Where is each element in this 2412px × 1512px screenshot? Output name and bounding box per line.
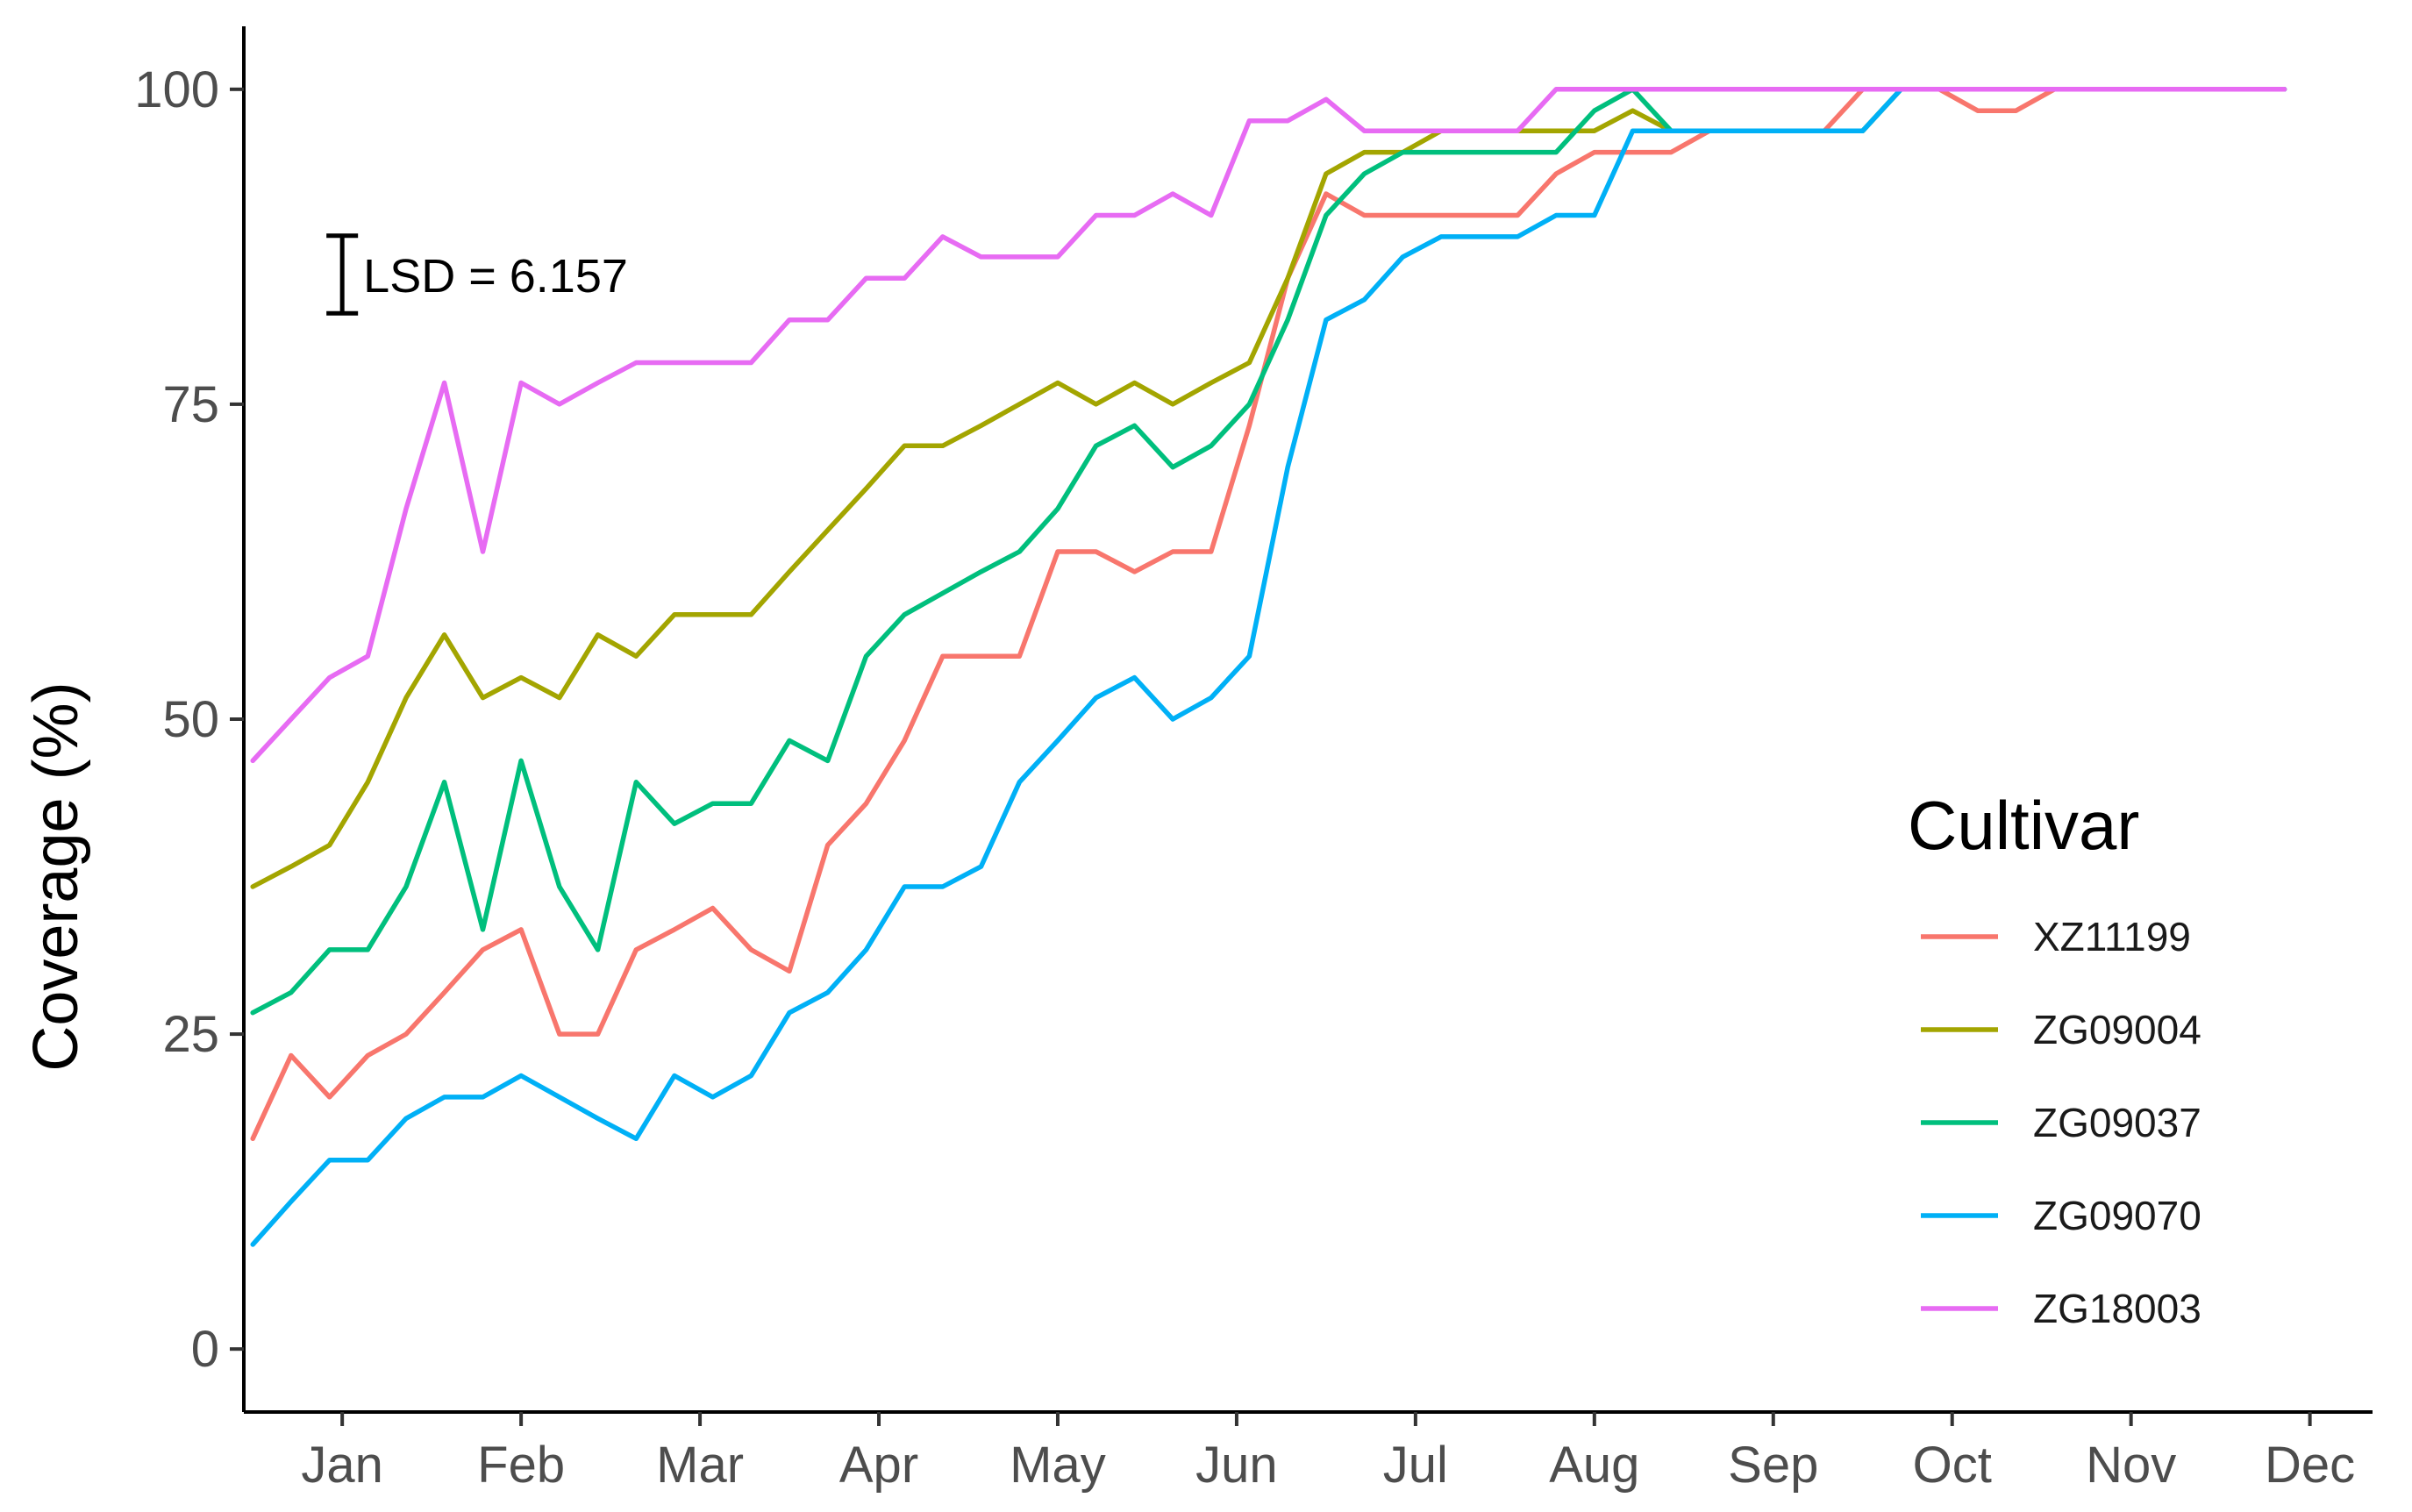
x-tick-label: Jul (1383, 1437, 1448, 1494)
y-tick-label: 50 (162, 691, 219, 748)
y-tick-label: 0 (191, 1321, 219, 1378)
series-lines (250, 87, 2287, 1247)
x-tick-label: Apr (839, 1437, 918, 1494)
x-tick-label: Oct (1913, 1437, 1992, 1494)
x-tick-label: Jun (1195, 1437, 1278, 1494)
legend-label-ZG09037: ZG09037 (2033, 1100, 2201, 1145)
series-line-XZ11199 (250, 87, 2287, 1142)
x-tick-label: Dec (2265, 1437, 2355, 1494)
x-tick-label: Jan (301, 1437, 383, 1494)
lsd-label: LSD = 6.157 (363, 250, 628, 303)
x-tick-label: Feb (477, 1437, 565, 1494)
y-axis-title: Coverage (%) (21, 681, 91, 1071)
x-tick-label: May (1010, 1437, 1106, 1494)
x-tick-label: Nov (2086, 1437, 2176, 1494)
legend-label-XZ11199: XZ11199 (2033, 914, 2191, 959)
legend-label-ZG18003: ZG18003 (2033, 1286, 2201, 1331)
axes: 0 25 50 75 100 Jan Feb Mar Apr May Jun Jul Aug Sep Oct… (21, 26, 2373, 1494)
legend: Cultivar XZ11199 ZG09004 ZG09037 ZG09070 ZG18… (1908, 787, 2201, 1331)
y-tick-label: 100 (134, 61, 219, 118)
y-tick-label: 25 (162, 1006, 219, 1063)
x-tick-label: Sep (1728, 1437, 1818, 1494)
x-tick-label: Aug (1549, 1437, 1639, 1494)
x-tick-label: Mar (656, 1437, 744, 1494)
y-tick-label: 75 (162, 376, 219, 433)
legend-label-ZG09070: ZG09070 (2033, 1193, 2201, 1238)
lsd-annotation: LSD = 6.157 (326, 233, 628, 316)
series-line-ZG18003 (250, 87, 2287, 764)
legend-title: Cultivar (1908, 787, 2139, 864)
legend-label-ZG09004: ZG09004 (2033, 1007, 2201, 1052)
